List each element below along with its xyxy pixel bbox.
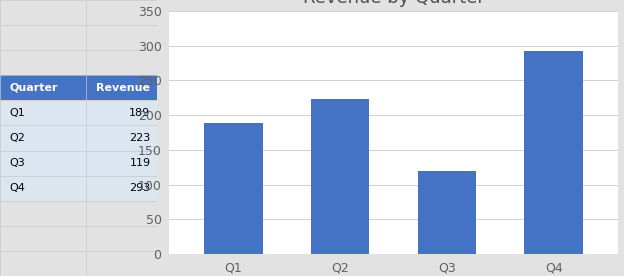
Text: Q4: Q4 [9, 183, 26, 193]
Text: Q3: Q3 [9, 158, 25, 168]
Bar [0, 176, 86, 201]
Bar [0, 75, 86, 100]
Bar [0, 150, 86, 176]
Bar [0, 100, 86, 126]
Text: Revenue: Revenue [95, 83, 150, 93]
Bar [0, 126, 86, 150]
Bar [86, 100, 157, 126]
Bar [524, 51, 583, 254]
Text: Q1: Q1 [9, 108, 25, 118]
Bar [86, 150, 157, 176]
Bar [86, 176, 157, 201]
Text: 293: 293 [129, 183, 150, 193]
Text: Quarter: Quarter [9, 83, 58, 93]
Title: Revenue by Quarter: Revenue by Quarter [303, 0, 484, 7]
Text: Q2: Q2 [9, 133, 26, 143]
Bar [204, 123, 263, 254]
Bar [417, 171, 476, 254]
Text: 223: 223 [129, 133, 150, 143]
Text: 189: 189 [129, 108, 150, 118]
Bar [86, 126, 157, 150]
Bar [86, 75, 157, 100]
Bar [311, 99, 369, 254]
Text: 119: 119 [129, 158, 150, 168]
